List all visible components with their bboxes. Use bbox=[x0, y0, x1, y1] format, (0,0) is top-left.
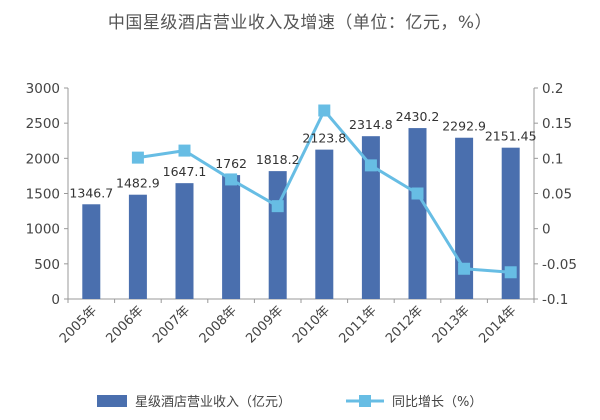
y-right-tick-label: 0.05 bbox=[542, 187, 572, 203]
bar-data-label: 2151.45 bbox=[485, 129, 537, 144]
growth-point bbox=[458, 262, 471, 275]
bar-data-label: 2292.9 bbox=[442, 119, 486, 134]
bar-data-label: 1762 bbox=[215, 156, 247, 171]
y-left-tick-label: 2500 bbox=[26, 116, 60, 132]
x-tick-label: 2008年 bbox=[197, 303, 240, 346]
bar bbox=[175, 183, 194, 299]
x-tick-label: 2010年 bbox=[290, 303, 333, 346]
bar-data-label: 1482.9 bbox=[116, 176, 160, 191]
bar bbox=[501, 147, 520, 299]
bar-data-label: 1346.7 bbox=[69, 185, 113, 200]
y-left-tick-label: 3000 bbox=[26, 81, 60, 97]
y-right-tick-label: 0.15 bbox=[542, 116, 572, 132]
legend-line-label: 同比增长（%） bbox=[392, 395, 482, 410]
growth-point bbox=[411, 187, 424, 200]
bar-data-label: 1818.2 bbox=[256, 152, 300, 167]
bar-data-label: 2430.2 bbox=[396, 109, 440, 124]
y-left-tick-label: 0 bbox=[51, 292, 60, 308]
y-left-tick-label: 500 bbox=[34, 257, 60, 273]
growth-point bbox=[131, 151, 144, 164]
growth-point bbox=[504, 266, 517, 279]
y-left-tick-label: 2000 bbox=[26, 151, 60, 167]
legend-bar-swatch bbox=[97, 395, 127, 407]
y-right-tick-label: -0.05 bbox=[542, 257, 577, 273]
bar bbox=[361, 136, 380, 299]
x-tick-label: 2005年 bbox=[57, 303, 100, 346]
legend-bar-label: 星级酒店营业收入（亿元） bbox=[135, 395, 291, 410]
y-left-tick-label: 1500 bbox=[26, 187, 60, 203]
growth-point bbox=[364, 159, 377, 172]
bar bbox=[315, 149, 334, 299]
y-right-tick-label: 0.2 bbox=[542, 81, 563, 97]
bar bbox=[82, 204, 101, 299]
x-tick-label: 2014年 bbox=[476, 303, 519, 346]
y-right-tick-label: 0.1 bbox=[542, 151, 563, 167]
y-left-tick-label: 1000 bbox=[26, 222, 60, 238]
legend-line-marker bbox=[359, 395, 371, 407]
x-tick-label: 2006年 bbox=[104, 303, 147, 346]
y-right-tick-label: -0.1 bbox=[542, 292, 568, 308]
y-right-tick-label: 0 bbox=[542, 222, 551, 238]
bar bbox=[128, 194, 147, 299]
x-tick-label: 2009年 bbox=[243, 303, 286, 346]
growth-point bbox=[178, 144, 191, 157]
chart-title: 中国星级酒店营业收入及增速（单位：亿元，%） bbox=[107, 13, 493, 33]
bar-data-label: 1647.1 bbox=[163, 164, 207, 179]
bar bbox=[408, 128, 427, 299]
x-tick-label: 2012年 bbox=[383, 303, 426, 346]
growth-point bbox=[225, 173, 238, 186]
x-tick-label: 2007年 bbox=[150, 303, 193, 346]
bar-data-label: 2123.8 bbox=[302, 131, 346, 146]
x-tick-label: 2011年 bbox=[337, 303, 380, 346]
bar bbox=[222, 175, 241, 299]
bar-data-label: 2314.8 bbox=[349, 117, 393, 132]
bar bbox=[455, 137, 474, 299]
growth-point bbox=[271, 200, 284, 213]
x-tick-label: 2013年 bbox=[430, 303, 473, 346]
growth-point bbox=[318, 104, 331, 117]
